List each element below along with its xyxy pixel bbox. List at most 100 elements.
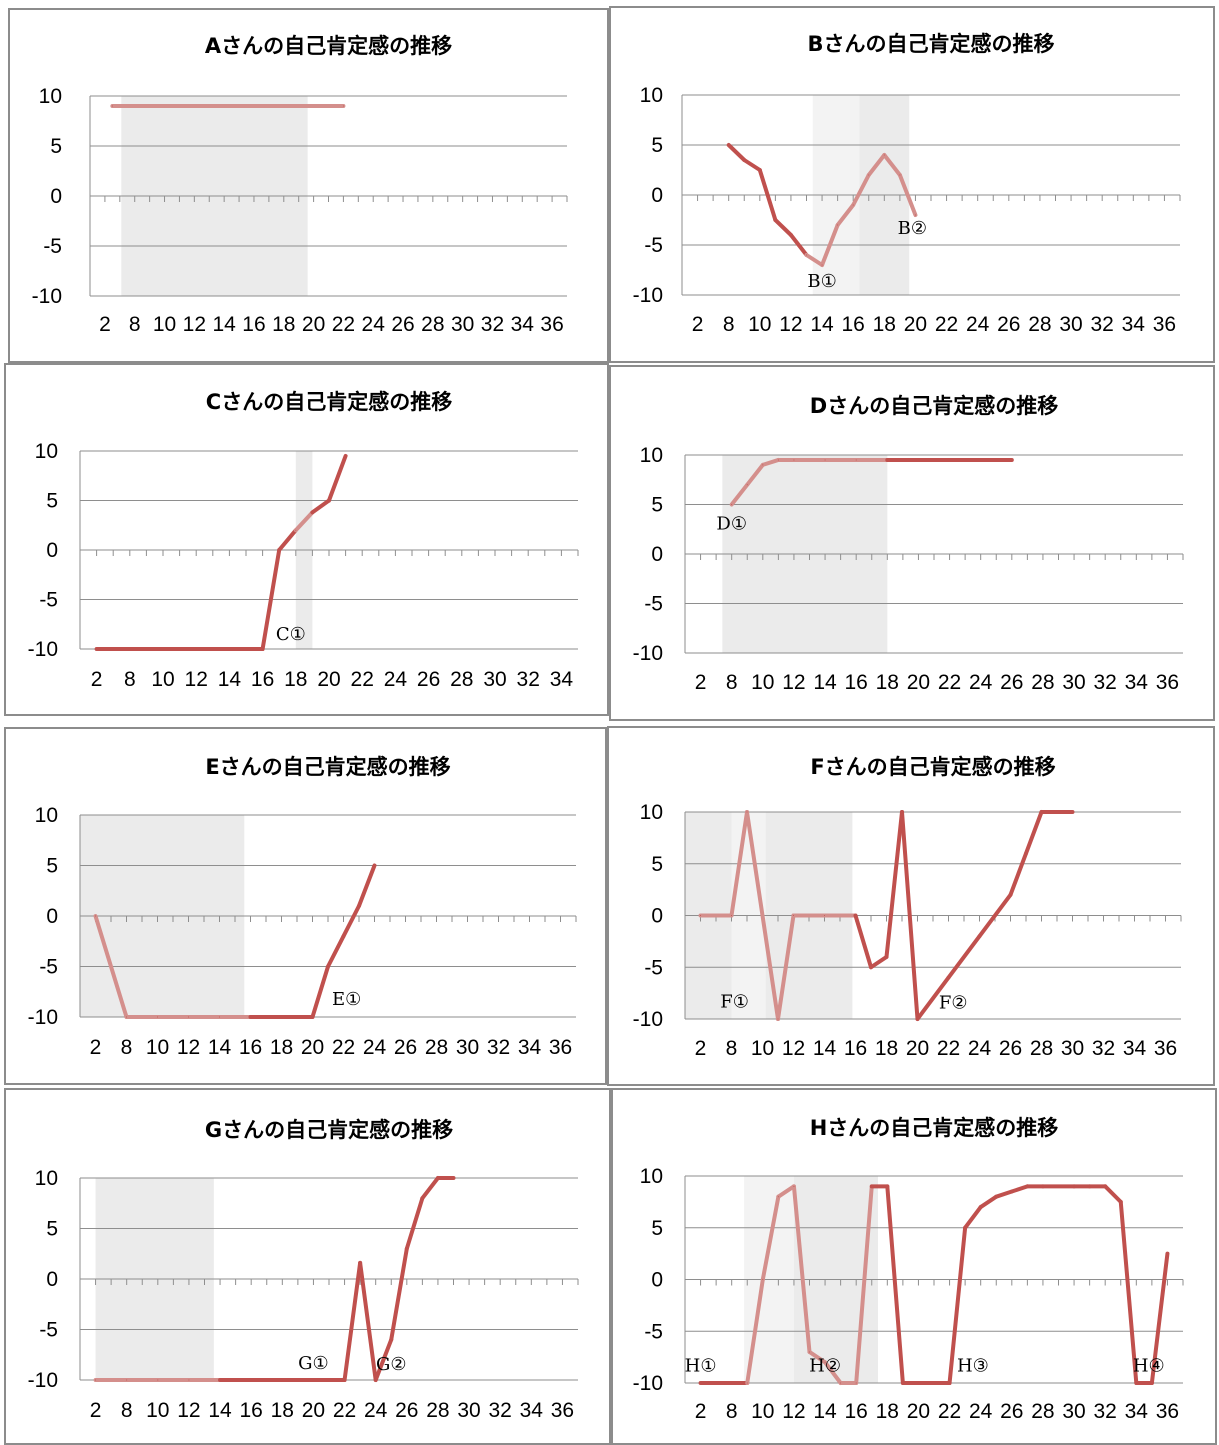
- x-tick-label: 24: [362, 313, 386, 336]
- x-tick-label: 26: [999, 1037, 1022, 1060]
- x-tick-label: 20: [302, 313, 325, 336]
- x-tick-label: 34: [1122, 313, 1146, 336]
- data-point: [328, 500, 330, 501]
- x-tick-label: 12: [782, 671, 805, 694]
- series-segment: [310, 964, 330, 1019]
- y-tick-label: 10: [35, 804, 58, 827]
- x-tick-label: 16: [242, 313, 265, 336]
- x-tick-label: 2: [99, 313, 111, 336]
- chart-h: 10 5 0 -5 -10 2 8 10 12 14 16 18 20 22 24 26 28 30 32 34 36 H…: [633, 1116, 1184, 1423]
- y-tick-label: -10: [28, 1369, 58, 1392]
- data-point: [311, 511, 313, 513]
- annotation-label: B②: [898, 218, 927, 239]
- x-tick-label: 34: [1125, 1400, 1149, 1423]
- x-tick-label: 2: [91, 668, 103, 691]
- x-tick-label: 18: [284, 668, 307, 691]
- x-tick-label: 22: [332, 1036, 355, 1059]
- annotation-label: G①: [298, 1353, 329, 1374]
- x-tick-label: 36: [1156, 671, 1179, 694]
- y-tick-label: -5: [644, 234, 663, 257]
- y-tick-label: -10: [633, 1008, 663, 1031]
- series-segment: [900, 810, 920, 1021]
- x-tick-label: 26: [1000, 1400, 1023, 1423]
- data-point: [1120, 1201, 1122, 1203]
- x-tick-label: 18: [270, 1036, 293, 1059]
- data-point: [777, 1018, 779, 1020]
- x-tick-label: 30: [1062, 1400, 1085, 1423]
- data-point: [126, 1016, 127, 1018]
- x-tick-label: 8: [723, 313, 735, 336]
- data-point: [126, 1379, 128, 1381]
- x-tick-label: 2: [695, 1037, 707, 1060]
- x-tick-label: 20: [301, 1036, 324, 1059]
- data-point: [995, 1196, 997, 1198]
- data-point: [774, 219, 776, 221]
- x-tick-label: 30: [457, 1399, 480, 1422]
- series-segment: [854, 1184, 874, 1385]
- data-point: [188, 1016, 189, 1018]
- chart-d: 10 5 0 -5 -10 2 8 10 12 14 16 18 20 22 24 26 28 30 32 34 36 D…: [633, 394, 1184, 694]
- x-tick-label: 22: [351, 668, 374, 691]
- x-tick-label: 14: [813, 1400, 837, 1423]
- x-tick-label: 30: [451, 313, 474, 336]
- y-tick-label: 10: [640, 84, 663, 107]
- data-point: [1135, 1382, 1137, 1384]
- annotation-label: G②: [376, 1354, 407, 1375]
- y-tick-label: 5: [651, 853, 663, 876]
- data-point: [1042, 1185, 1044, 1187]
- x-tick-label: 12: [782, 1037, 805, 1060]
- data-point: [746, 1382, 748, 1384]
- data-point: [886, 956, 887, 958]
- y-tick-label: 0: [651, 543, 663, 566]
- series-segment: [729, 482, 750, 507]
- series-segment: [1103, 1184, 1123, 1204]
- x-tick-label: 30: [1059, 313, 1082, 336]
- y-tick-label: 5: [46, 490, 58, 513]
- data-point: [157, 1016, 158, 1018]
- data-point: [870, 966, 872, 968]
- data-point: [219, 1379, 221, 1381]
- x-tick-label: 2: [695, 1400, 707, 1423]
- x-tick-label: 16: [844, 1037, 867, 1060]
- x-tick-label: 22: [937, 1037, 960, 1060]
- chart-title: Eさんの自己肯定感の推移: [205, 755, 450, 779]
- series-segment: [853, 913, 873, 970]
- annotation-label: H①: [685, 1355, 717, 1376]
- x-tick-label: 14: [208, 1399, 232, 1422]
- chart-title: Fさんの自己肯定感の推移: [810, 755, 1055, 779]
- series-segment: [373, 1337, 394, 1382]
- y-tick-label: 5: [651, 494, 663, 517]
- y-tick-label: 5: [46, 855, 58, 878]
- data-point: [281, 1379, 283, 1381]
- data-point: [1089, 1185, 1091, 1187]
- y-tick-label: 0: [651, 905, 663, 928]
- data-point: [886, 1185, 888, 1187]
- x-tick-label: 32: [1094, 1400, 1117, 1423]
- series-segment: [963, 1205, 983, 1230]
- x-tick-label: 24: [968, 1037, 992, 1060]
- x-tick-label: 8: [121, 1399, 133, 1422]
- series-segment: [1118, 1199, 1139, 1385]
- series-segment: [866, 153, 887, 177]
- chart-f: 10 5 0 -5 -10 2 8 10 12 14 16 18 20 22 24 26 28 30 32 34 36 F…: [633, 755, 1182, 1060]
- series-segment: [977, 892, 1013, 939]
- x-tick-label: 36: [549, 1036, 572, 1059]
- data-point: [406, 1248, 408, 1250]
- data-point: [917, 459, 919, 461]
- data-point: [188, 1379, 190, 1381]
- chart-panel-h: [611, 1088, 1217, 1445]
- chart-title: Hさんの自己肯定感の推移: [810, 1116, 1059, 1140]
- x-tick-label: 2: [90, 1036, 102, 1059]
- data-point: [95, 915, 96, 917]
- annotation-label: E①: [332, 989, 361, 1010]
- x-tick-label: 12: [177, 1399, 200, 1422]
- series-segment: [277, 528, 298, 552]
- chart-e: 10 5 0 -5 -10 2 8 10 12 14 16 18 20 22 24 26 28 30 32 34 36 E…: [28, 755, 577, 1059]
- x-tick-label: 14: [813, 671, 837, 694]
- data-point: [359, 1262, 361, 1264]
- x-tick-label: 14: [810, 313, 834, 336]
- data-point: [980, 1206, 982, 1208]
- x-tick-label: 20: [904, 313, 927, 336]
- x-tick-label: 12: [782, 1400, 805, 1423]
